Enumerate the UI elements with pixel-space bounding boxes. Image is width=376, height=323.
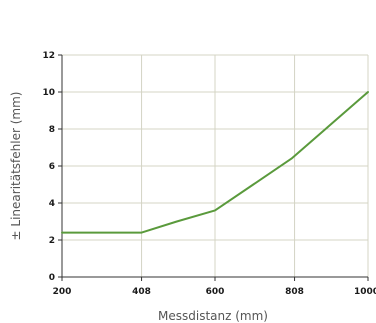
- x-tick-label: 1000: [354, 287, 376, 297]
- y-tick-label: 2: [49, 236, 55, 246]
- x-tick-label: 808: [285, 287, 304, 297]
- x-axis-ticks: 200 408 600 808 1000: [53, 277, 376, 297]
- grid-lines: [62, 54, 369, 277]
- x-tick-label: 408: [132, 287, 151, 297]
- y-axis-title: ± Linearitätsfehler (mm): [9, 92, 23, 241]
- y-axis-ticks: 0 2 4 6 8 10 12: [42, 51, 62, 283]
- series-group: [61, 91, 369, 234]
- x-tick-label: 600: [206, 287, 225, 297]
- y-tick-label: 4: [49, 199, 55, 209]
- series-line: [61, 91, 369, 234]
- y-tick-label: 10: [42, 88, 55, 98]
- x-tick-label: 200: [53, 287, 72, 297]
- y-tick-label: 6: [49, 162, 55, 172]
- y-tick-label: 8: [49, 125, 55, 135]
- y-tick-label: 0: [49, 273, 55, 283]
- y-tick-label: 12: [42, 51, 55, 61]
- x-axis-title: Messdistanz (mm): [158, 309, 268, 323]
